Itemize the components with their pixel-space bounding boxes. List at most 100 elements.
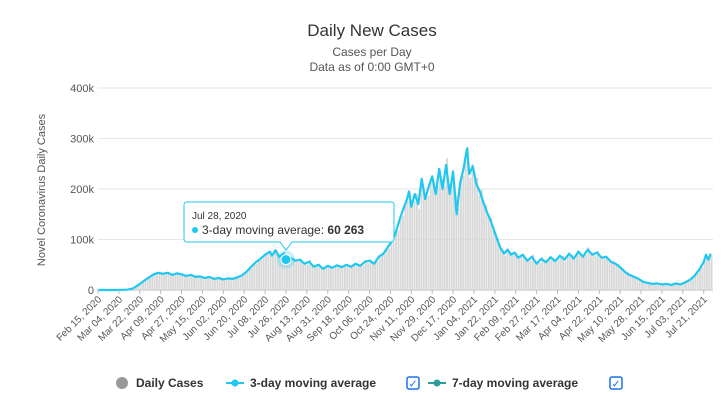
daily-case-bar	[543, 261, 546, 290]
daily-case-bar	[408, 191, 411, 290]
daily-case-bar	[710, 255, 713, 290]
daily-case-bar	[272, 256, 274, 290]
legend-7day-label: 7-day moving average	[452, 376, 578, 390]
legend-3day-checkbox[interactable]: ✓	[406, 376, 420, 391]
daily-case-bar	[652, 283, 655, 290]
daily-case-bar	[325, 267, 328, 290]
daily-case-bar	[439, 170, 442, 290]
daily-case-bar	[316, 266, 319, 290]
daily-case-bar	[587, 247, 590, 290]
daily-case-bar	[232, 278, 235, 290]
daily-case-bar	[253, 262, 256, 290]
daily-case-bar	[364, 260, 367, 290]
legend-3day-dot	[231, 379, 239, 387]
daily-case-bar	[522, 254, 525, 290]
daily-case-bar	[383, 254, 386, 290]
daily-case-bar	[348, 265, 351, 290]
daily-case-bar	[411, 205, 414, 290]
daily-case-bar	[281, 257, 284, 290]
daily-case-bar	[478, 195, 481, 290]
daily-case-bar	[197, 275, 200, 290]
daily-case-bar	[146, 278, 149, 290]
chart-subtitle-date: Data as of 0:00 GMT+0	[309, 60, 434, 74]
daily-case-bar	[659, 284, 662, 290]
daily-case-bar	[207, 277, 209, 290]
daily-case-bar	[388, 248, 390, 290]
legend-item-3day[interactable]: 3-day moving average	[226, 376, 376, 390]
legend-7day-checkbox[interactable]: ✓	[609, 376, 623, 391]
daily-case-bar	[643, 281, 646, 290]
daily-case-bar	[443, 185, 446, 290]
daily-case-bar	[269, 251, 272, 290]
y-axis-label: Novel Coronavirus Daily Cases	[36, 113, 48, 266]
daily-case-bar	[636, 278, 639, 290]
daily-case-bar	[137, 285, 140, 290]
daily-case-bar	[265, 255, 267, 290]
daily-case-bar	[538, 262, 541, 290]
daily-case-bar	[666, 284, 669, 290]
daily-case-bar	[425, 193, 428, 290]
daily-case-bar	[402, 215, 404, 290]
daily-case-bar	[664, 284, 667, 290]
daily-case-bar	[186, 276, 189, 290]
daily-case-bar	[195, 277, 198, 290]
legend-item-daily-cases[interactable]: Daily Cases	[116, 376, 204, 390]
daily-case-bar	[657, 283, 660, 290]
legend-item-7day[interactable]: 7-day moving average	[428, 376, 578, 390]
daily-case-bar	[378, 256, 381, 290]
daily-case-bar	[627, 272, 629, 290]
daily-case-bar	[344, 264, 346, 290]
line-layer	[98, 147, 712, 292]
daily-case-bar	[441, 178, 444, 290]
marker-layer	[276, 250, 295, 269]
daily-case-bar	[135, 287, 137, 290]
daily-case-bar	[520, 255, 523, 290]
daily-case-bar	[453, 178, 455, 290]
daily-case-bar	[446, 158, 448, 290]
daily-case-bar	[675, 283, 678, 290]
daily-case-bar	[678, 283, 681, 290]
daily-case-bar	[613, 261, 616, 290]
tooltip-bullet	[192, 227, 198, 233]
daily-case-bar	[374, 262, 377, 290]
legend: Daily Cases 3-day moving average ✓ 7-day…	[116, 376, 623, 391]
daily-case-bar	[204, 278, 207, 290]
daily-case-bar	[156, 273, 158, 290]
daily-case-bar	[221, 279, 223, 290]
daily-case-bar	[360, 264, 363, 290]
y-tick-label: 400k	[70, 83, 94, 95]
daily-case-bar	[550, 257, 553, 290]
daily-case-bar	[631, 275, 634, 290]
daily-case-bar	[176, 272, 179, 290]
daily-case-bar	[362, 265, 365, 290]
daily-case-bar	[371, 263, 374, 290]
daily-case-bar	[288, 257, 291, 290]
daily-case-bar	[172, 274, 175, 290]
daily-case-bar	[346, 265, 349, 290]
daily-case-bar	[515, 253, 518, 290]
daily-case-bar	[531, 254, 534, 290]
daily-case-bar	[689, 279, 692, 290]
daily-case-bar	[617, 264, 620, 290]
daily-case-bar	[541, 257, 544, 290]
daily-case-bar	[209, 276, 212, 290]
daily-case-bar	[629, 275, 632, 290]
daily-case-bar	[162, 273, 165, 290]
daily-case-bar	[471, 163, 474, 290]
daily-case-bar	[536, 262, 539, 290]
daily-case-bar	[622, 268, 625, 290]
daily-case-bar	[262, 255, 265, 290]
daily-case-bar	[485, 204, 488, 290]
daily-case-bar	[483, 206, 486, 290]
daily-case-bar	[258, 258, 260, 290]
daily-case-bar	[420, 181, 423, 290]
daily-case-bar	[318, 263, 321, 290]
daily-case-bar	[225, 279, 228, 290]
daily-case-bar	[480, 189, 483, 290]
daily-case-bar	[473, 178, 476, 290]
daily-case-bar	[661, 284, 664, 290]
moving-average-line	[98, 147, 712, 292]
daily-case-bar	[297, 260, 300, 290]
